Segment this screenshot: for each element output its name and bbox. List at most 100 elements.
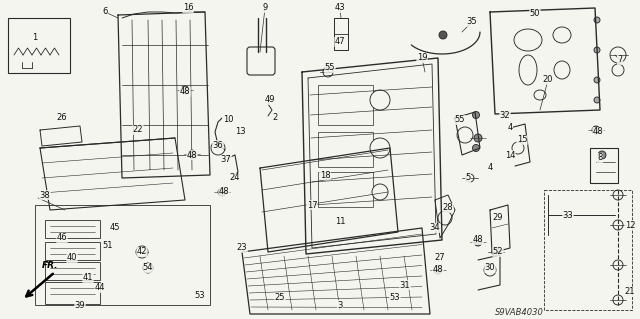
Circle shape [613, 220, 623, 230]
Text: 5: 5 [465, 174, 470, 182]
Text: 40: 40 [67, 254, 77, 263]
Text: 43: 43 [335, 4, 346, 12]
Text: 10: 10 [223, 115, 233, 124]
Circle shape [594, 77, 600, 83]
Bar [318, 132, 373, 167]
Text: 13: 13 [235, 128, 245, 137]
Text: 48: 48 [219, 188, 229, 197]
Circle shape [372, 184, 388, 200]
Text: 48: 48 [473, 235, 483, 244]
Text: 41: 41 [83, 273, 93, 283]
Text: 9: 9 [262, 4, 268, 12]
Text: 47: 47 [335, 38, 346, 47]
Text: 52: 52 [493, 248, 503, 256]
Text: 51: 51 [103, 241, 113, 249]
Text: FR.: FR. [42, 261, 58, 270]
Bar [45, 262, 100, 280]
Text: S9VAB4030: S9VAB4030 [495, 308, 544, 317]
Text: 30: 30 [484, 263, 495, 272]
Text: 22: 22 [132, 125, 143, 135]
Circle shape [474, 238, 482, 246]
Text: 39: 39 [75, 300, 85, 309]
Circle shape [613, 260, 623, 270]
Circle shape [370, 90, 390, 110]
Text: 33: 33 [563, 211, 573, 219]
Text: 16: 16 [182, 4, 193, 12]
Text: 46: 46 [57, 234, 67, 242]
Text: 36: 36 [212, 140, 223, 150]
Text: 28: 28 [443, 204, 453, 212]
Text: 8: 8 [597, 153, 603, 162]
Bar [45, 282, 100, 304]
Text: 15: 15 [516, 136, 527, 145]
Circle shape [439, 31, 447, 39]
Bar [8, 18, 70, 73]
Text: 50: 50 [530, 10, 540, 19]
Circle shape [218, 188, 226, 196]
Bar [544, 190, 632, 310]
Circle shape [594, 17, 600, 23]
Text: 48: 48 [593, 128, 604, 137]
Text: 26: 26 [57, 114, 67, 122]
Text: 27: 27 [435, 254, 445, 263]
Text: 4: 4 [508, 123, 513, 132]
Text: 1: 1 [33, 33, 38, 42]
Text: 55: 55 [455, 115, 465, 124]
Text: 19: 19 [417, 54, 428, 63]
Text: 7: 7 [618, 56, 623, 64]
Circle shape [472, 145, 479, 152]
Text: 49: 49 [265, 95, 275, 105]
Ellipse shape [519, 55, 537, 85]
Text: 21: 21 [625, 287, 636, 296]
Bar [590, 148, 618, 183]
Text: 2: 2 [273, 114, 278, 122]
Bar [318, 172, 373, 207]
Text: 48: 48 [180, 87, 190, 97]
Bar [35, 205, 210, 305]
Text: 53: 53 [195, 291, 205, 300]
Circle shape [474, 134, 482, 142]
Circle shape [181, 86, 189, 94]
Text: 11: 11 [335, 218, 345, 226]
Ellipse shape [514, 29, 542, 51]
Text: 37: 37 [221, 155, 232, 165]
Text: 48: 48 [187, 151, 197, 160]
Ellipse shape [534, 90, 546, 100]
Text: 44: 44 [95, 284, 105, 293]
Text: 23: 23 [237, 243, 247, 253]
Text: 53: 53 [390, 293, 400, 302]
Text: 55: 55 [324, 63, 335, 72]
Text: 3: 3 [337, 300, 342, 309]
FancyBboxPatch shape [247, 47, 275, 75]
Circle shape [613, 295, 623, 305]
Bar [45, 242, 100, 260]
Circle shape [594, 97, 600, 103]
Text: 35: 35 [467, 18, 477, 26]
Circle shape [594, 47, 600, 53]
Text: 42: 42 [137, 248, 147, 256]
Text: 14: 14 [505, 151, 515, 160]
Text: 25: 25 [275, 293, 285, 302]
Circle shape [613, 190, 623, 200]
Text: 24: 24 [230, 174, 240, 182]
Text: 54: 54 [143, 263, 153, 272]
Text: 34: 34 [429, 224, 440, 233]
Text: 48: 48 [433, 265, 444, 275]
Ellipse shape [553, 27, 571, 43]
Circle shape [598, 151, 606, 159]
Text: 18: 18 [320, 170, 330, 180]
Text: 4: 4 [488, 164, 493, 173]
Circle shape [592, 126, 600, 134]
Text: 20: 20 [543, 76, 553, 85]
Circle shape [188, 150, 196, 158]
Circle shape [370, 138, 390, 158]
Ellipse shape [554, 61, 570, 79]
Circle shape [472, 112, 479, 118]
Text: 17: 17 [307, 201, 317, 210]
Text: 6: 6 [102, 8, 108, 17]
Circle shape [434, 266, 442, 274]
Text: 31: 31 [400, 280, 410, 290]
Text: 45: 45 [109, 224, 120, 233]
Bar [334, 18, 348, 50]
Bar [45, 220, 100, 238]
